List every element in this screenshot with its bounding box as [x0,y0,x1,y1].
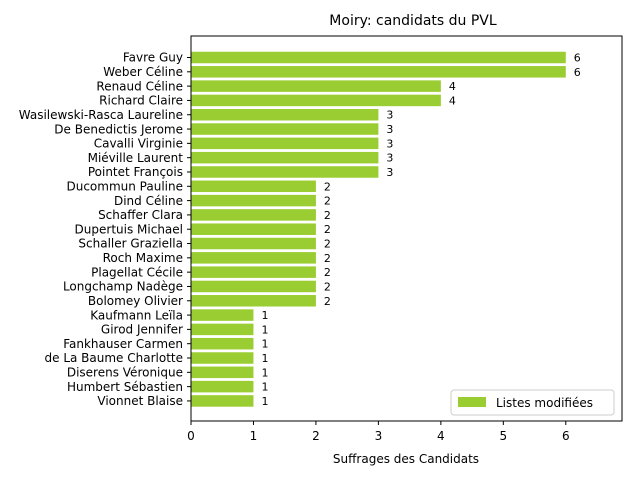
y-tick-label: Cavalli Virginie [94,137,183,151]
legend-frame [450,389,615,416]
bar [191,366,254,379]
legend-swatch [458,397,486,407]
y-tick-label: Longchamp Nadège [63,280,183,294]
bar [191,108,379,121]
y-tick-label: Roch Maxime [103,251,183,265]
bar [191,380,254,393]
y-tick-label: Schaffer Clara [98,208,183,222]
y-tick-label: Kaufmann Leïla [90,308,183,322]
data-label: 3 [386,166,393,179]
bar [191,94,441,107]
bar [191,137,379,150]
data-label: 2 [324,280,331,293]
y-tick-label: Bolomey Olivier [88,294,183,308]
bar [191,80,441,92]
y-tick-label: Schaller Graziella [78,237,183,251]
bar [191,166,379,178]
data-label: 2 [324,238,331,251]
x-tick-label: 4 [437,429,445,443]
y-tick-label: Favre Guy [123,51,183,65]
bar [191,180,316,193]
data-label: 1 [261,323,268,336]
bar [191,252,316,264]
y-tick-label: Ducommun Pauline [66,179,183,193]
data-label: 3 [386,137,393,150]
bar [191,352,254,364]
plot-frame [190,35,623,422]
x-tick-labels: 0 1 2 3 4 5 6 [187,421,570,443]
data-label: 3 [386,123,393,136]
bar [191,51,566,64]
y-tick-label: Renaud Céline [96,79,183,93]
data-label: 4 [449,94,456,107]
y-tick-label: Dupertuis Michael [75,222,183,236]
bar [191,209,316,221]
x-tick-label: 0 [187,429,195,443]
data-label: 2 [324,266,331,279]
bar [191,280,316,293]
y-tick-label: De Benedictis Jerome [54,122,183,136]
y-tick-label: Humbert Sébastien [67,380,183,394]
y-tick-label: de La Baume Charlotte [45,351,184,365]
data-label: 2 [324,252,331,265]
data-label: 2 [324,209,331,222]
data-label: 1 [261,352,268,365]
bar [191,194,316,207]
x-tick-label: 3 [375,429,383,443]
y-tick-label: Miéville Laurent [88,151,184,165]
bar [191,295,316,307]
data-label: 2 [324,295,331,308]
x-tick-label: 2 [312,429,320,443]
data-label: 4 [449,80,456,93]
y-tick-label: Vionnet Blaise [97,394,183,408]
bar [191,237,316,250]
data-label: 1 [261,309,268,322]
data-label: 3 [386,109,393,122]
data-label: 2 [324,195,331,208]
data-label: 1 [261,366,268,379]
y-tick-label: Dind Céline [114,194,183,208]
data-label: 2 [324,180,331,193]
y-tick-label: Fankhauser Carmen [63,337,183,351]
bar [191,395,254,407]
x-tick-label: 5 [499,429,507,443]
y-tick-label: Richard Claire [99,94,183,108]
y-tick-label: Weber Céline [103,65,183,79]
legend-label: Listes modifiées [496,396,593,410]
data-label: 6 [574,66,581,79]
y-tick-label: Pointet François [88,165,183,179]
bar [191,151,379,164]
bar [191,123,379,135]
y-tick-label: Wasilewski-Rasca Laureline [19,108,183,122]
y-tick-label: Diserens Véronique [67,366,183,380]
bar [191,323,254,336]
data-label: 2 [324,223,331,236]
bar [191,223,316,235]
legend: Listes modifiées [450,389,615,416]
bar [191,66,566,78]
bars-layer [191,51,566,407]
chart-title: Moiry: candidats du PVL [329,13,497,29]
bar [191,337,254,350]
y-tick-label: Plagellat Cécile [91,265,183,279]
data-label: 1 [261,338,268,351]
bar [191,309,254,321]
x-axis-label: Suffrages des Candidats [333,452,479,466]
data-label: 6 [574,52,581,65]
bar [191,266,316,278]
x-tick-label: 6 [562,429,570,443]
x-tick-label: 1 [250,429,258,443]
data-label: 3 [386,152,393,165]
data-label: 1 [261,381,268,394]
data-label: 1 [261,395,268,408]
y-tick-label: Girod Jennifer [101,323,183,337]
